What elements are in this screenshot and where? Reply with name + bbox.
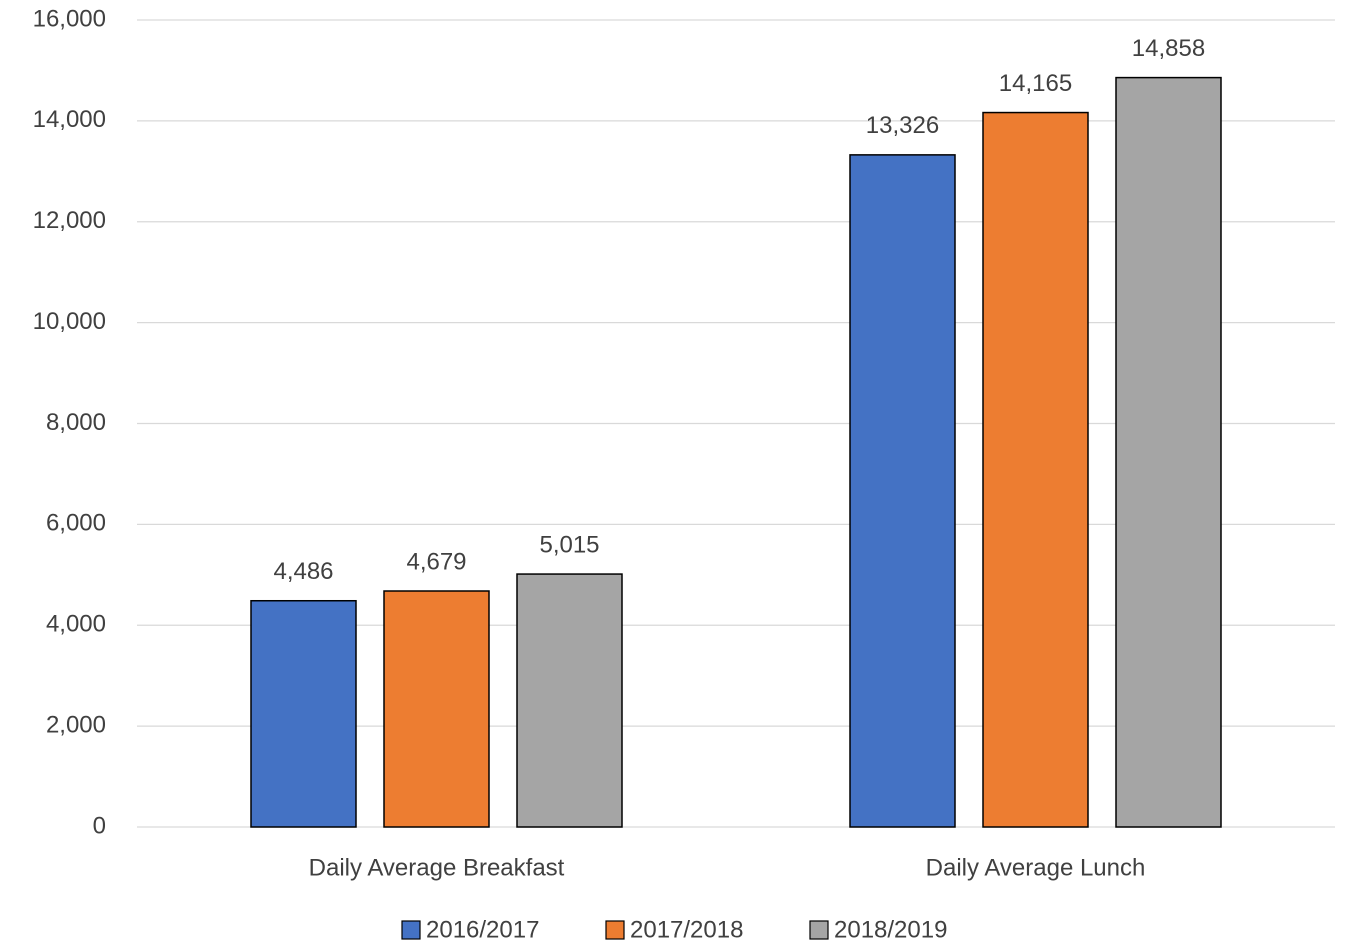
y-tick-label: 16,000 bbox=[33, 5, 106, 32]
bar bbox=[849, 154, 956, 828]
legend-label: 2017/2018 bbox=[630, 916, 743, 943]
data-label: 14,165 bbox=[999, 70, 1072, 97]
y-tick-label: 2,000 bbox=[46, 711, 106, 738]
y-tick-label: 6,000 bbox=[46, 510, 106, 537]
data-label: 14,858 bbox=[1132, 35, 1205, 62]
legend-swatch bbox=[605, 920, 625, 940]
x-tick-label: Daily Average Breakfast bbox=[309, 854, 565, 881]
legend-label: 2018/2019 bbox=[834, 916, 947, 943]
bar bbox=[516, 573, 623, 828]
y-tick-label: 0 bbox=[93, 812, 106, 839]
data-label: 13,326 bbox=[866, 112, 939, 139]
legend-swatch bbox=[401, 920, 421, 940]
legend-swatch bbox=[809, 920, 829, 940]
y-tick-label: 12,000 bbox=[33, 207, 106, 234]
y-tick-label: 10,000 bbox=[33, 308, 106, 335]
y-tick-label: 14,000 bbox=[33, 106, 106, 133]
y-tick-label: 8,000 bbox=[46, 409, 106, 436]
y-tick-label: 4,000 bbox=[46, 611, 106, 638]
data-label: 4,679 bbox=[406, 548, 466, 575]
data-label: 5,015 bbox=[539, 531, 599, 558]
legend-label: 2016/2017 bbox=[426, 916, 539, 943]
bar bbox=[250, 599, 357, 828]
bar bbox=[1115, 76, 1222, 828]
x-tick-label: Daily Average Lunch bbox=[926, 854, 1146, 881]
bar bbox=[982, 111, 1089, 828]
bar bbox=[383, 590, 490, 828]
data-label: 4,486 bbox=[273, 558, 333, 585]
